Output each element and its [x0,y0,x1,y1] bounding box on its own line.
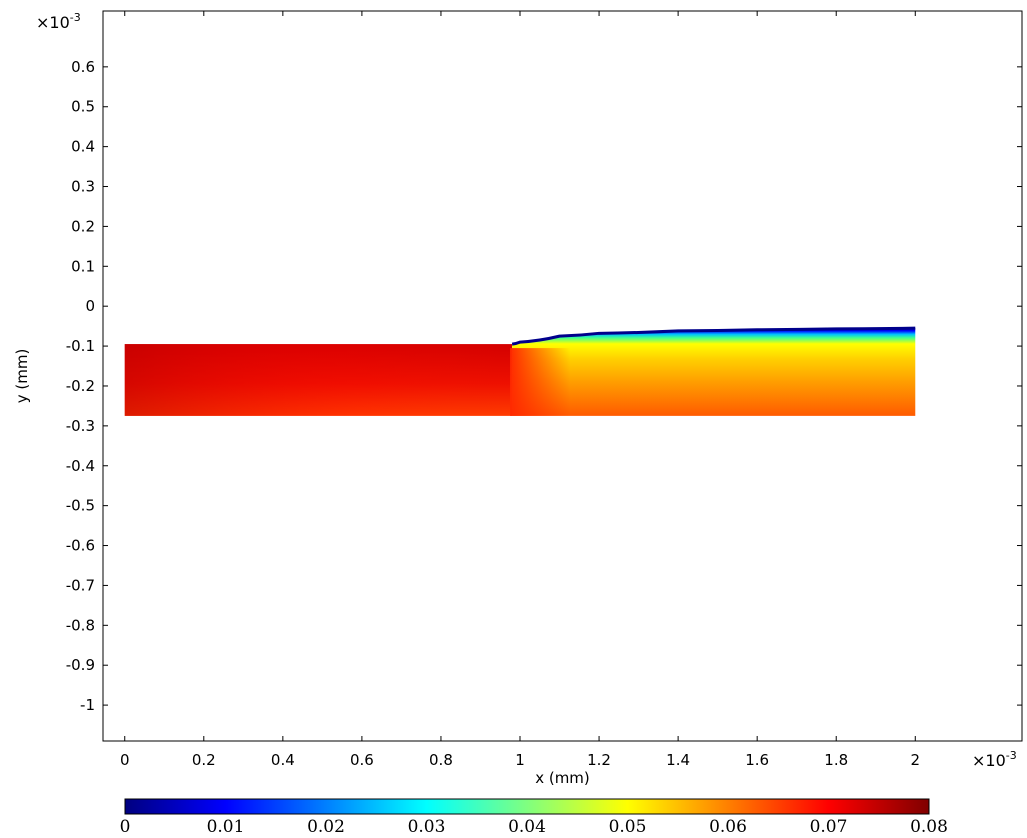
colorbar-tick-label: 0 [120,817,131,837]
y-axis-title: y (mm) [13,349,31,404]
x-tick-label: 0.8 [429,751,453,769]
y-tick-label: -0.6 [66,537,95,555]
y-tick-label: -1 [80,696,95,714]
colorbar-tick-label: 0.01 [207,817,245,837]
colorbar-tick-label: 0.04 [508,817,546,837]
surface-boundary [511,326,916,346]
x-tick-label: 1.4 [666,751,690,769]
y-tick-label: -0.2 [66,377,95,395]
y-tick-label: 0.3 [71,178,95,196]
x-axis-exponent: ×10-3 [972,749,1017,770]
x-tick-label: 1 [515,751,525,769]
colorbar-tick-label: 0.07 [810,817,848,837]
colorbar-tick-label: 0.02 [307,817,345,837]
y-tick-label: -0.4 [66,457,95,475]
left-region-shading [124,344,513,416]
colorbar-tick-label: 0.03 [408,817,446,837]
y-tick-label: -0.8 [66,616,95,634]
y-axis-exponent: ×10-3 [36,11,81,32]
colorbar-tick-label: 0.08 [910,817,948,837]
y-tick-label: 0.4 [71,138,95,156]
colorbar-tick-label: 0.06 [709,817,747,837]
y-tick-label: 0.1 [71,257,95,275]
axes-frame [102,10,1023,742]
y-tick-label: 0.6 [71,58,95,76]
y-axis: 0.6 0.5 0.4 0.3 0.2 0.1 0 -0.1 -0.2 -0.3 -0.4 -0.5 -… [66,58,1022,714]
x-tick-label: 0.2 [192,751,216,769]
transition-zone [510,348,571,416]
y-tick-label: 0.5 [71,98,95,116]
temperature-field [124,326,916,416]
x-tick-label: 0.4 [271,751,295,769]
y-tick-label: -0.5 [66,497,95,515]
y-tick-label: -0.3 [66,417,95,435]
x-tick-label: 2 [911,751,921,769]
x-tick-label: 1.2 [587,751,611,769]
y-tick-label: 0.2 [71,217,95,235]
y-tick-label: 0 [85,297,95,315]
x-axis-title: x (mm) [535,769,590,787]
right-region [512,328,916,416]
y-tick-label: -0.9 [66,656,95,674]
x-axis: 0 0.2 0.4 0.6 0.8 1 1.2 1.4 1.6 1.8 2 [120,11,920,769]
x-tick-label: 0.6 [350,751,374,769]
y-tick-label: -0.1 [66,337,95,355]
x-tick-label: 1.6 [745,751,769,769]
colorbar-labels: 0 0.01 0.02 0.03 0.04 0.05 0.06 0.07 0.08 [120,817,948,837]
x-tick-label: 0 [120,751,130,769]
y-tick-label: -0.7 [66,576,95,594]
x-tick-label: 1.8 [824,751,848,769]
colorbar [124,798,930,815]
colorbar-tick-label: 0.05 [609,817,647,837]
